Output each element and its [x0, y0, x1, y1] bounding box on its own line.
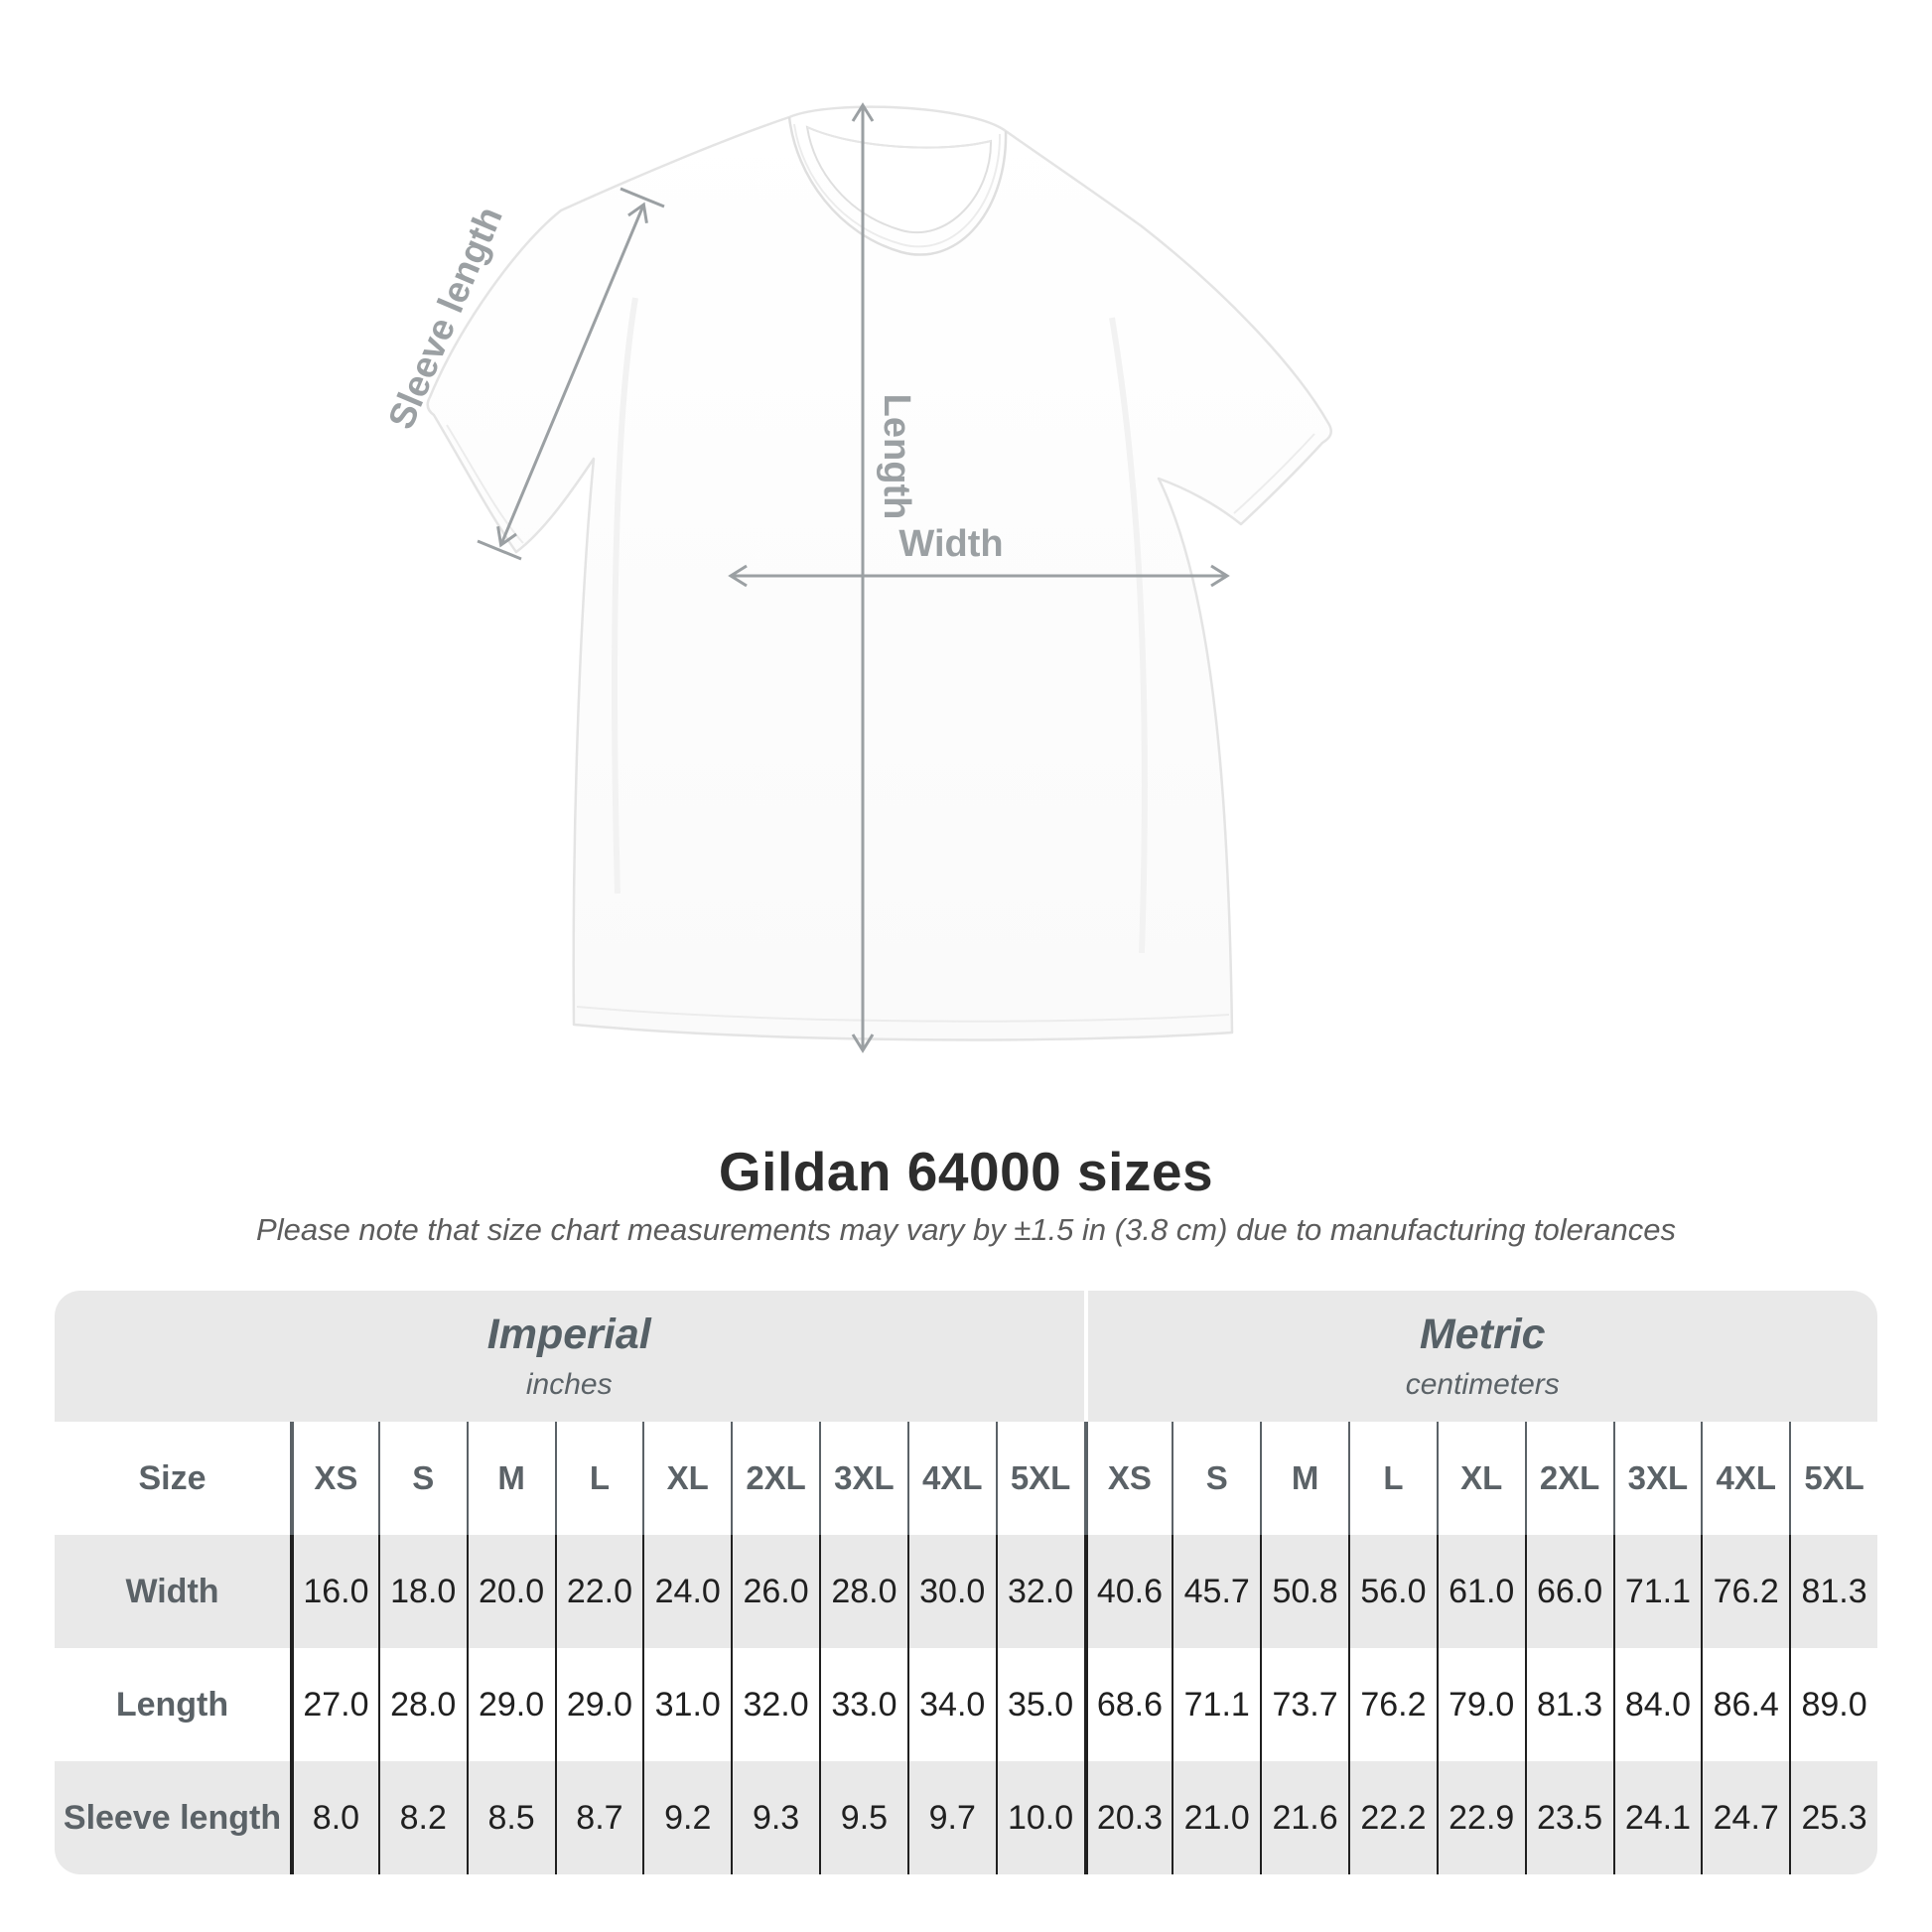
size-table: Imperial inches Metric centimeters Size X… [55, 1291, 1877, 1874]
sleeve-arrow-tick-bottom [477, 539, 522, 561]
value-cell: 27.0 [290, 1648, 378, 1761]
metric-group-subtitle: centimeters [1405, 1368, 1560, 1401]
value-cell: 25.3 [1789, 1761, 1877, 1874]
size-header-cell: 4XL [906, 1422, 996, 1535]
size-header-cell: 2XL [1524, 1422, 1613, 1535]
value-cell: 66.0 [1524, 1535, 1613, 1648]
value-cell: 26.0 [731, 1535, 819, 1648]
value-cell: 79.0 [1436, 1648, 1525, 1761]
value-cell: 84.0 [1612, 1648, 1702, 1761]
length-label: Length [876, 394, 917, 520]
shirt-diagram: Sleeve length Length Width [380, 102, 1332, 1053]
value-cell: 8.5 [466, 1761, 555, 1874]
size-header-cell: XL [1436, 1422, 1525, 1535]
value-cell: 32.0 [731, 1648, 819, 1761]
value-cell: 61.0 [1436, 1535, 1525, 1648]
page-title: Gildan 64000 sizes [718, 1141, 1214, 1202]
row-label: Length [55, 1648, 290, 1761]
value-cell: 20.0 [466, 1535, 555, 1648]
value-cell: 81.3 [1524, 1648, 1613, 1761]
size-header-cell: 2XL [731, 1422, 819, 1535]
value-cell: 71.1 [1612, 1535, 1702, 1648]
value-cell: 81.3 [1789, 1535, 1877, 1648]
value-cell: 21.6 [1260, 1761, 1348, 1874]
value-cell: 28.0 [377, 1648, 467, 1761]
size-header-cell: XS [290, 1422, 378, 1535]
sleeve-arrow-tick-top [620, 187, 665, 208]
value-cell: 9.2 [642, 1761, 732, 1874]
value-cell: 33.0 [819, 1648, 907, 1761]
value-cell: 73.7 [1260, 1648, 1348, 1761]
value-cell: 86.4 [1701, 1648, 1790, 1761]
size-header-cell: L [1348, 1422, 1437, 1535]
page-subtitle: Please note that size chart measurements… [256, 1212, 1676, 1247]
value-cell: 9.7 [906, 1761, 996, 1874]
row-label: Width [55, 1535, 290, 1648]
value-cell: 20.3 [1083, 1761, 1173, 1874]
size-header-cell: M [466, 1422, 555, 1535]
value-cell: 10.0 [995, 1761, 1084, 1874]
value-cell: 22.9 [1436, 1761, 1525, 1874]
size-header-cell: 3XL [819, 1422, 907, 1535]
width-label: Width [898, 523, 1003, 565]
value-cell: 16.0 [290, 1535, 378, 1648]
value-cell: 50.8 [1260, 1535, 1348, 1648]
imperial-group-subtitle: inches [525, 1368, 613, 1401]
size-header-cell: 5XL [1789, 1422, 1877, 1535]
sleeve-length-arrow [496, 202, 648, 548]
value-cell: 68.6 [1083, 1648, 1173, 1761]
value-cell: 8.7 [554, 1761, 643, 1874]
size-header-cell: XS [1083, 1422, 1173, 1535]
value-cell: 8.0 [290, 1761, 378, 1874]
value-cell: 71.1 [1172, 1648, 1261, 1761]
value-cell: 76.2 [1701, 1535, 1790, 1648]
value-cell: 34.0 [906, 1648, 996, 1761]
measurement-annotations [477, 102, 1230, 1053]
value-cell: 9.5 [819, 1761, 907, 1874]
value-cell: 32.0 [995, 1535, 1084, 1648]
metric-group-header: Metric centimeters [1083, 1291, 1877, 1422]
value-cell: 18.0 [377, 1535, 467, 1648]
value-cell: 22.0 [554, 1535, 643, 1648]
value-cell: 40.6 [1083, 1535, 1173, 1648]
value-cell: 28.0 [819, 1535, 907, 1648]
size-column-header: Size [55, 1422, 290, 1535]
imperial-group-header: Imperial inches [55, 1291, 1084, 1422]
value-cell: 30.0 [906, 1535, 996, 1648]
value-cell: 31.0 [642, 1648, 732, 1761]
shirt-diagram-svg: Sleeve length Length Width [380, 102, 1332, 1053]
tshirt-image [426, 105, 1332, 1041]
size-header-cell: 4XL [1701, 1422, 1790, 1535]
value-cell: 24.7 [1701, 1761, 1790, 1874]
size-header-cell: M [1260, 1422, 1348, 1535]
value-cell: 56.0 [1348, 1535, 1437, 1648]
value-cell: 29.0 [466, 1648, 555, 1761]
value-cell: 21.0 [1172, 1761, 1261, 1874]
value-cell: 24.0 [642, 1535, 732, 1648]
size-header-cell: 5XL [995, 1422, 1084, 1535]
value-cell: 24.1 [1612, 1761, 1702, 1874]
value-cell: 22.2 [1348, 1761, 1437, 1874]
value-cell: 35.0 [995, 1648, 1084, 1761]
size-header-cell: L [554, 1422, 643, 1535]
size-header-cell: S [1172, 1422, 1261, 1535]
row-label: Sleeve length [55, 1761, 290, 1874]
value-cell: 89.0 [1789, 1648, 1877, 1761]
size-header-cell: XL [642, 1422, 732, 1535]
value-cell: 29.0 [554, 1648, 643, 1761]
metric-group-title: Metric [1419, 1311, 1546, 1358]
value-cell: 45.7 [1172, 1535, 1261, 1648]
value-cell: 8.2 [377, 1761, 467, 1874]
size-header-cell: S [377, 1422, 467, 1535]
value-cell: 76.2 [1348, 1648, 1437, 1761]
imperial-group-title: Imperial [486, 1311, 651, 1358]
size-header-cell: 3XL [1612, 1422, 1702, 1535]
value-cell: 9.3 [731, 1761, 819, 1874]
value-cell: 23.5 [1524, 1761, 1613, 1874]
